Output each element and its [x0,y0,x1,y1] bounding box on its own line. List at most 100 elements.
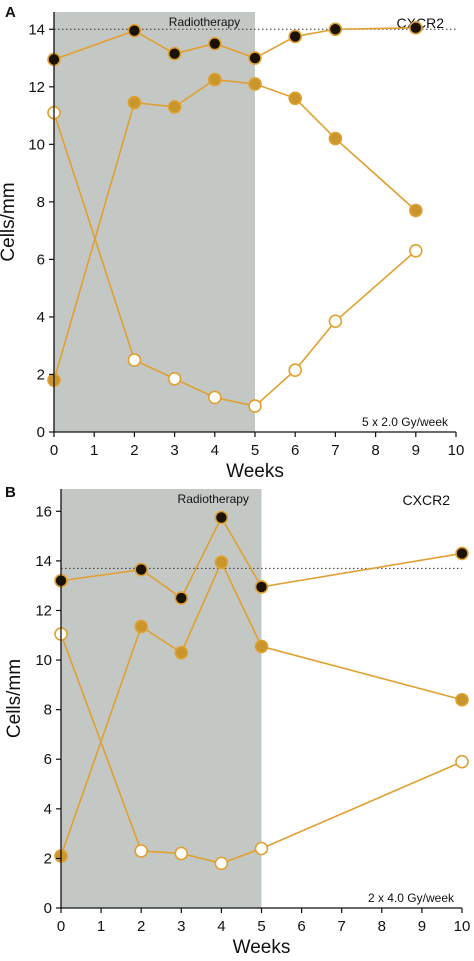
panel-b-x-tick-label: 3 [177,918,185,935]
panel-a-series-dark-point [288,29,303,44]
panel-b-series-light-point [214,856,229,871]
panel-b-y-tick-label: 0 [44,900,52,917]
panel-b-x-tick-label: 4 [217,918,225,935]
panel-a-series-dark-point [408,21,423,35]
panel-b-series [54,510,469,871]
panel-a-series-light-point [127,353,142,367]
panel-b-x-tick-label: 2 [137,918,145,935]
panel-a-series-dark-point [328,22,343,37]
panel-b-series-mid-point [214,555,229,569]
panel-a-y-tick-label: 0 [37,424,45,441]
panel-b-x-tick-label: 1 [97,918,105,935]
panel-a-y-tick-label: 8 [37,194,45,211]
panel-b-y-tick-label: 4 [44,801,52,818]
panel-b-regimen-label: 2 x 4.0 Gy/week [368,891,455,905]
panel-a-x-tick-label: 2 [130,442,138,459]
panel-a: A Radiotherapy CXCR2 5 x 2.0 Gy/week 012… [0,4,464,482]
panel-a-series-mid-point [248,77,262,91]
panel-b-y-tick-label: 6 [44,751,52,768]
panel-b-x-tick-label: 10 [454,918,471,935]
panel-a-x-tick-label: 4 [211,442,219,459]
panel-a-x-tick-label: 1 [90,442,98,459]
panel-a-x-tick-label: 7 [331,442,339,459]
panel-a-x-axis-title: Weeks [226,461,284,482]
panel-a-letter: A [5,4,16,21]
panel-b-y-tick-label: 16 [35,503,52,520]
panel-a-series-light-point [167,371,182,386]
panel-b-x-tick-label: 7 [338,918,346,935]
panel-a-radiotherapy-label: Radiotherapy [169,15,240,29]
panel-b-series-light-point [254,841,269,856]
panel-b-x-tick-label: 0 [57,918,65,935]
panel-b-series-light-line [60,633,463,865]
panel-a-y-tick-label: 12 [28,79,45,96]
panel-b-series-dark-point [455,546,469,561]
panel-a-y-tick-label: 2 [37,366,45,383]
panel-a-x-tick-label: 0 [50,442,58,459]
panel-a-series-mid-point [328,131,343,146]
panel-a-series-light-point [208,390,222,405]
panel-a-radiotherapy-shade [54,12,255,432]
panel-b-series-light-point [134,844,148,858]
panel-b-series-mid-point [174,645,189,660]
panel-b-series-dark-point [254,580,269,594]
panel-a-series-mid-point [127,95,142,110]
panel-b-y-tick-label: 8 [44,702,52,719]
panel-a-regimen-label: 5 x 2.0 Gy/week [362,415,449,429]
panel-a-y-tick-label: 10 [28,136,45,153]
panel-b-y-tick-label: 14 [35,553,52,570]
panel-a-x-tick-label: 8 [371,442,379,459]
panel-b-series-mid-point [134,619,148,634]
panel-a-series [47,21,423,413]
panel-a-series-dark-point [167,46,182,61]
panel-a-x-tick-label: 10 [448,442,465,459]
panel-b-series-dark-point [174,591,189,605]
panel-a-series-mid-point [167,100,182,114]
panel-b-cxcr2-label: CXCR2 [403,492,451,508]
panel-a-series-dark-point [248,51,262,65]
panel-a-series-light-point [408,243,423,258]
panel-a-series-mid-point [288,91,303,106]
panel-a-series-dark-point [127,23,142,38]
panel-b-y-tick-label: 12 [35,602,52,619]
panel-a-series-light-point [288,363,303,377]
panel-b-y-tick-label: 10 [35,652,52,669]
panel-b-x-tick-label: 9 [418,918,426,935]
panel-a-series-dark-line [53,27,416,61]
panel-a-series-dark-point [208,36,222,51]
panel-b-x-axis-title: Weeks [233,937,291,958]
panel-b-x-tick-label: 5 [257,918,265,935]
panel-a-x-tick-label: 3 [170,442,178,459]
panel-b-x-tick-label: 6 [297,918,305,935]
panel-a-x-tick-label: 5 [251,442,259,459]
panel-b-series-light-point [455,754,469,769]
panel-a-series-light-point [248,399,262,413]
panel-a-series-mid-point [408,203,423,218]
panel-a-y-tick-label: 14 [28,21,45,38]
panel-a-x-tick-label: 6 [291,442,299,459]
panel-b-radiotherapy-label: Radiotherapy [178,492,249,506]
panel-a-y-tick-label: 6 [37,251,45,268]
panel-b-y-tick-label: 2 [44,850,52,867]
panel-b-radiotherapy-shade [61,489,262,908]
panel-b-x-tick-label: 8 [378,918,386,935]
panel-b-series-light-point [174,846,189,861]
panel-a-y-tick-label: 4 [37,309,45,326]
panel-b-letter: B [5,484,16,501]
panel-b-series-dark-point [134,562,148,577]
panel-a-series-light-line [53,112,417,407]
panel-a-series-light-point [328,314,343,329]
panel-b-series-mid-line [60,560,463,857]
panel-a-y-axis-title: Cells/mm [0,182,19,261]
panel-a-x-tick-label: 9 [412,442,420,459]
panel-b-series-mid-point [254,639,269,654]
panel-b-series-dark-line [60,515,463,600]
panel-b-series-dark-point [214,510,229,525]
panel-b-y-axis-title: Cells/mm [4,659,25,738]
panel-a-series-mid-point [208,72,222,87]
panel-b-series-mid-point [455,692,469,707]
